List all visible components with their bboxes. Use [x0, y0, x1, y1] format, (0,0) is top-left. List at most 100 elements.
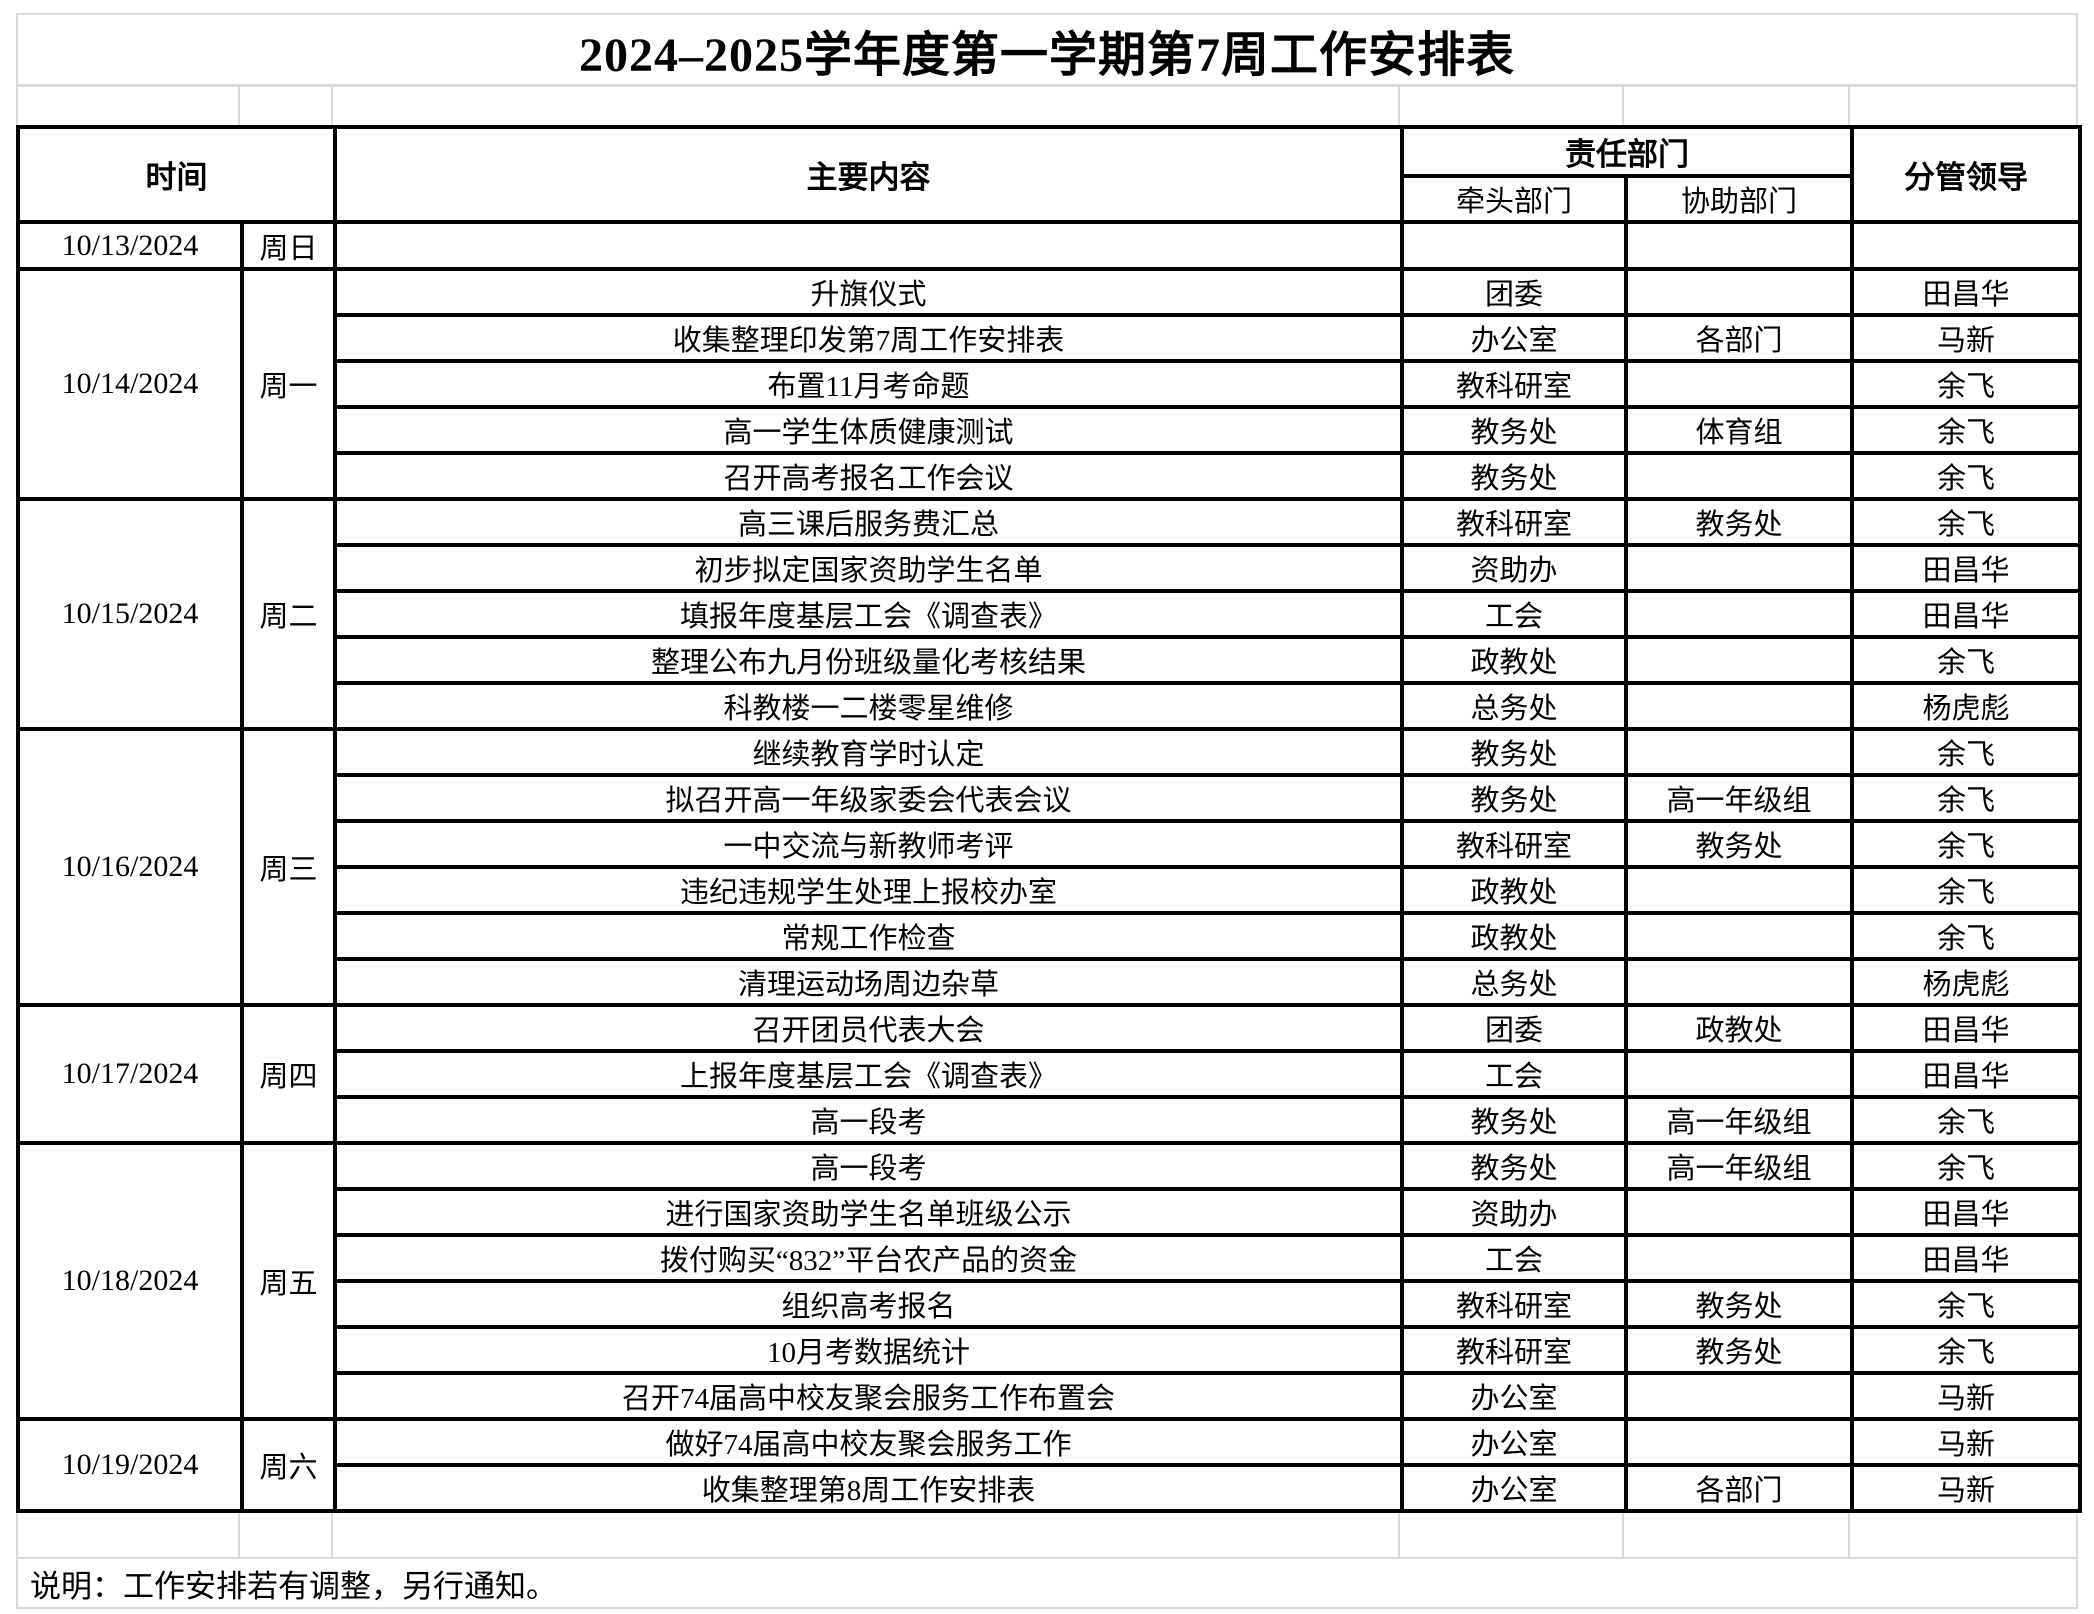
grid-cell [1624, 1513, 1850, 1557]
assist-dept-cell: 各部门 [1624, 1463, 1854, 1513]
task-content-cell: 升旗仪式 [333, 267, 1404, 317]
leader-cell: 余飞 [1850, 1279, 2082, 1329]
assist-dept-cell [1624, 911, 1854, 961]
lead-dept-cell: 工会 [1400, 1233, 1628, 1283]
task-row: 清理运动场周边杂草 总务处 杨虎彪 [18, 957, 2082, 1007]
task-content-cell: 收集整理第8周工作安排表 [333, 1463, 1404, 1513]
task-content-cell: 清理运动场周边杂草 [333, 957, 1404, 1007]
lead-dept-cell: 教科研室 [1400, 819, 1628, 869]
spacer-row-top [16, 87, 2078, 125]
leader-cell: 余飞 [1850, 1095, 2082, 1145]
lead-dept-cell: 教科研室 [1400, 497, 1628, 547]
assist-dept-cell: 各部门 [1624, 313, 1854, 363]
task-row: 违纪违规学生处理上报校办室 政教处 余飞 [18, 865, 2082, 915]
grid-cell [240, 1513, 333, 1557]
header-time: 时间 [16, 125, 337, 224]
lead-dept-cell: 资助办 [1400, 1187, 1628, 1237]
task-content-cell: 收集整理印发第7周工作安排表 [333, 313, 1404, 363]
lead-dept-cell: 办公室 [1400, 1463, 1628, 1513]
task-row: 高一学生体质健康测试 教务处 体育组 余飞 [18, 405, 2082, 455]
leader-cell: 余飞 [1850, 405, 2082, 455]
leader-cell [1850, 220, 2082, 271]
task-row: 填报年度基层工会《调查表》 工会 田昌华 [18, 589, 2082, 639]
grid-cell [240, 87, 333, 125]
lead-dept-cell: 政教处 [1400, 911, 1628, 961]
lead-dept-cell: 教科研室 [1400, 359, 1628, 409]
task-row: 科教楼一二楼零星维修 总务处 杨虎彪 [18, 681, 2082, 731]
leader-cell: 马新 [1850, 1371, 2082, 1421]
date-cell: 10/18/2024 [16, 1141, 244, 1421]
date-cell: 10/16/2024 [16, 727, 244, 1007]
task-row: 常规工作检查 政教处 余飞 [18, 911, 2082, 961]
date-cell: 10/19/2024 [16, 1417, 244, 1513]
lead-dept-cell: 教务处 [1400, 1095, 1628, 1145]
task-content-cell: 初步拟定国家资助学生名单 [333, 543, 1404, 593]
task-content-cell: 布置11月考命题 [333, 359, 1404, 409]
task-content-cell: 高一段考 [333, 1141, 1404, 1191]
leader-cell: 余飞 [1850, 819, 2082, 869]
task-content-cell: 高一段考 [333, 1095, 1404, 1145]
task-content-cell: 召开高考报名工作会议 [333, 451, 1404, 501]
grid-cell [333, 1513, 1400, 1557]
schedule-table: 时间 主要内容 责任部门 分管领导 牵头部门 协助部门 10/13/2024 周日… [16, 125, 2082, 1513]
leader-cell: 田昌华 [1850, 1233, 2082, 1283]
leader-cell: 余飞 [1850, 497, 2082, 547]
lead-dept-cell: 总务处 [1400, 957, 1628, 1007]
grid-cell [16, 1513, 240, 1557]
leader-cell: 田昌华 [1850, 267, 2082, 317]
leader-cell: 杨虎彪 [1850, 957, 2082, 1007]
task-content-cell: 召开团员代表大会 [333, 1003, 1404, 1053]
grid-cell [1624, 87, 1850, 125]
task-content-cell [333, 220, 1404, 271]
leader-cell: 马新 [1850, 313, 2082, 363]
task-row: 高一段考 教务处 高一年级组 余飞 [18, 1095, 2082, 1145]
task-content-cell: 拟召开高一年级家委会代表会议 [333, 773, 1404, 823]
leader-cell: 余飞 [1850, 865, 2082, 915]
leader-cell: 余飞 [1850, 727, 2082, 777]
lead-dept-cell: 政教处 [1400, 635, 1628, 685]
lead-dept-cell: 办公室 [1400, 313, 1628, 363]
assist-dept-cell [1624, 1233, 1854, 1283]
lead-dept-cell: 教务处 [1400, 727, 1628, 777]
date-cell: 10/15/2024 [16, 497, 244, 731]
leader-cell: 田昌华 [1850, 1187, 2082, 1237]
task-row: 组织高考报名 教科研室 教务处 余飞 [18, 1279, 2082, 1329]
task-row: 进行国家资助学生名单班级公示 资助办 田昌华 [18, 1187, 2082, 1237]
leader-cell: 田昌华 [1850, 1003, 2082, 1053]
grid-cell [1400, 87, 1624, 125]
header-lead-dept: 牵头部门 [1400, 174, 1628, 224]
assist-dept-cell: 教务处 [1624, 819, 1854, 869]
grid-cell [16, 87, 240, 125]
task-content-cell: 继续教育学时认定 [333, 727, 1404, 777]
date-cell: 10/13/2024 [16, 220, 244, 271]
header-leader: 分管领导 [1850, 125, 2082, 224]
assist-dept-cell: 教务处 [1624, 1325, 1854, 1375]
assist-dept-cell [1624, 1417, 1854, 1467]
assist-dept-cell [1624, 359, 1854, 409]
task-row: 10/16/2024 周三 继续教育学时认定 教务处 余飞 [16, 727, 2082, 1007]
day-cell: 周四 [240, 1003, 337, 1145]
note-text: 说明：工作安排若有调整，另行通知。 [16, 1557, 2078, 1609]
task-content-cell: 组织高考报名 [333, 1279, 1404, 1329]
lead-dept-cell: 教务处 [1400, 451, 1628, 501]
lead-dept-cell: 资助办 [1400, 543, 1628, 593]
table-header: 时间 主要内容 责任部门 分管领导 牵头部门 协助部门 [16, 125, 2082, 224]
lead-dept-cell: 总务处 [1400, 681, 1628, 731]
task-content-cell: 拨付购买“832”平台农产品的资金 [333, 1233, 1404, 1283]
table-body: 10/13/2024 周日 10/14/2024 周一 升旗仪式 团委 田昌华 收集整理印发第… [16, 220, 2082, 1513]
lead-dept-cell: 教科研室 [1400, 1325, 1628, 1375]
assist-dept-cell [1624, 220, 1854, 271]
lead-dept-cell [1400, 220, 1628, 271]
date-cell: 10/17/2024 [16, 1003, 244, 1145]
task-row: 布置11月考命题 教科研室 余飞 [18, 359, 2082, 409]
task-row: 收集整理第8周工作安排表 办公室 各部门 马新 [18, 1463, 2082, 1513]
assist-dept-cell [1624, 267, 1854, 317]
assist-dept-cell [1624, 589, 1854, 639]
task-row: 召开74届高中校友聚会服务工作布置会 办公室 马新 [18, 1371, 2082, 1421]
grid-cell [1850, 1513, 2078, 1557]
task-content-cell: 违纪违规学生处理上报校办室 [333, 865, 1404, 915]
task-row: 10/17/2024 周四 召开团员代表大会 团委 政教处 田昌华 [16, 1003, 2082, 1145]
header-row-2: 牵头部门 协助部门 [18, 174, 2080, 224]
day-cell: 周二 [240, 497, 337, 731]
assist-dept-cell: 高一年级组 [1624, 1141, 1854, 1191]
